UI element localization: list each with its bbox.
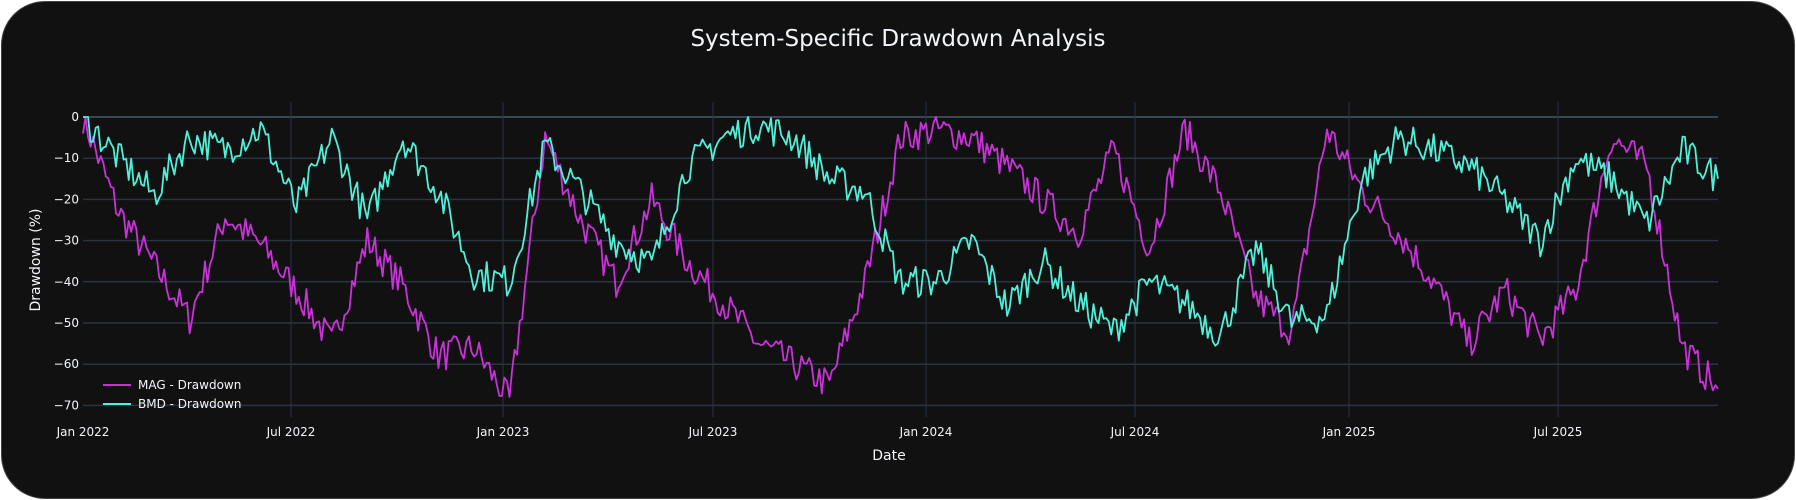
y-tick-label: −60: [54, 357, 79, 371]
x-gridlines: [290, 102, 1559, 417]
x-tick-label: Jul 2022: [266, 425, 316, 439]
legend-item-bmd[interactable]: BMD - Drawdown: [103, 397, 242, 411]
x-tick-label: Jul 2025: [1533, 425, 1583, 439]
gridlines: [83, 116, 1718, 407]
legend-item-mag[interactable]: MAG - Drawdown: [103, 378, 241, 392]
x-tick-label: Jan 2022: [56, 425, 110, 439]
y-tick-label: −20: [54, 192, 79, 206]
series-line-bmd[interactable]: [83, 116, 1719, 347]
y-tick-label: −30: [54, 234, 79, 248]
series-line-mag[interactable]: [82, 116, 1719, 398]
x-axis-ticks: Jan 2022 Jul 2022 Jan 2023 Jul 2023 Jan 2024…: [56, 425, 1583, 439]
y-tick-label: −40: [54, 275, 79, 289]
legend[interactable]: MAG - Drawdown BMD - Drawdown: [103, 378, 242, 411]
chart-title: System-Specific Drawdown Analysis: [690, 26, 1106, 52]
legend-label-mag: MAG - Drawdown: [138, 378, 241, 392]
y-tick-label: −70: [54, 398, 79, 412]
x-tick-label: Jan 2024: [899, 425, 953, 439]
x-tick-label: Jan 2023: [476, 425, 530, 439]
x-axis-title: Date: [872, 448, 905, 464]
y-axis-ticks: 0 −10 −20 −30 −40 −50 −60 −70: [54, 110, 79, 412]
y-tick-label: 0: [71, 110, 79, 124]
y-tick-label: −50: [54, 316, 79, 330]
y-tick-label: −10: [54, 151, 79, 165]
x-tick-label: Jan 2025: [1322, 425, 1376, 439]
series-lines[interactable]: [82, 116, 1719, 398]
x-tick-label: Jul 2024: [1110, 425, 1160, 439]
legend-label-bmd: BMD - Drawdown: [138, 397, 242, 411]
y-axis-title: Drawdown (%): [28, 208, 44, 311]
x-tick-label: Jul 2023: [688, 425, 738, 439]
